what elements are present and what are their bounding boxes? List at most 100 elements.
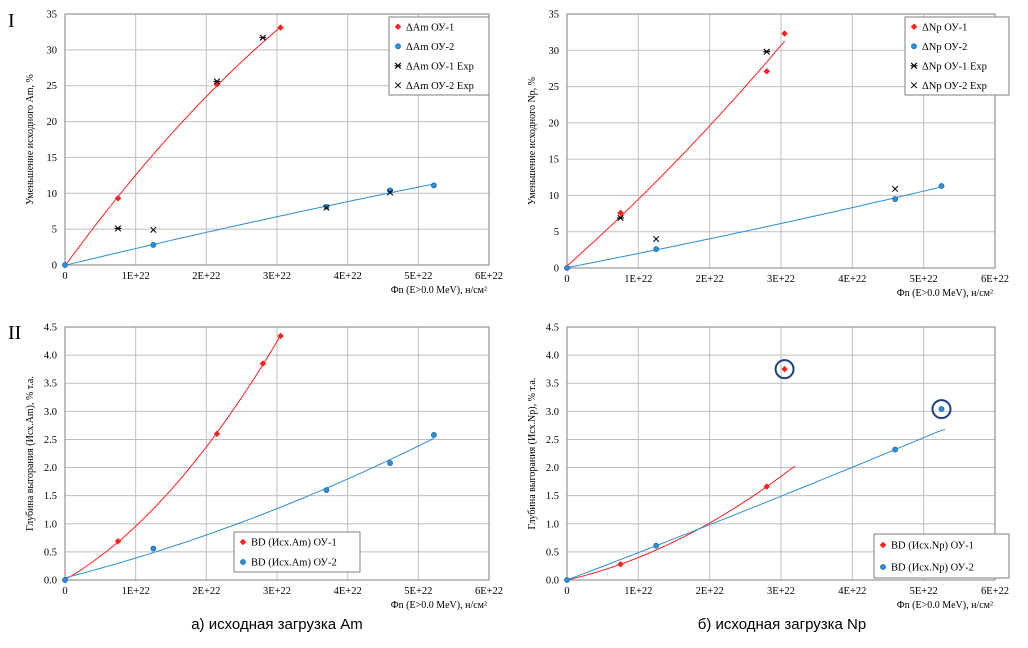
x-tick-label: 2E+22 [192, 271, 220, 282]
x-tick-label: 5E+22 [404, 586, 432, 597]
y-tick-label: 1.5 [44, 491, 57, 502]
y-tick-label: 0.0 [546, 576, 559, 587]
plot-frame [566, 13, 996, 269]
data-point [150, 242, 157, 248]
data-point [781, 30, 788, 37]
y-tick-label: 2.5 [44, 435, 57, 446]
y-tick-label: 25 [47, 81, 58, 92]
x-tick-label: 6E+22 [981, 274, 1009, 285]
x-tick-label: 3E+22 [263, 586, 291, 597]
fit-line [566, 428, 946, 581]
series-0 [563, 359, 796, 584]
y-axis-label: Уменьшение исходного Np, % [527, 77, 538, 205]
legend: BD (Исх.Np) ОУ-1 BD (Исх.Np) ОУ-2 [873, 533, 1010, 579]
outlier-point [781, 365, 788, 373]
x-tick-label: 3E+22 [767, 586, 795, 597]
x-tick-label: 2E+22 [696, 586, 724, 597]
series-0 [61, 24, 284, 269]
legend: ΔAm ОУ-1 ΔAm ОУ-2 ΔAm ОУ-1 Exp ΔAm ОУ-2 Exp [388, 16, 490, 96]
data-point [892, 196, 899, 202]
fit-line [64, 437, 435, 579]
data-point [564, 577, 570, 583]
y-tick-label: 4.0 [546, 351, 559, 362]
legend-label: ΔAm ОУ-1 Exp [406, 61, 474, 72]
series-1 [564, 399, 952, 583]
y-tick-label: 4.5 [44, 323, 57, 334]
legend-label: ΔAm ОУ-1 [406, 22, 454, 33]
x-tick-label: 4E+22 [334, 586, 362, 597]
y-tick-label: 1.0 [44, 519, 57, 530]
y-tick-label: 35 [47, 10, 58, 21]
plot-frame [64, 326, 490, 581]
y-tick-label: 30 [549, 46, 560, 57]
fit-line [566, 465, 796, 581]
data-point [617, 209, 624, 217]
y-tick-label: 20 [47, 117, 58, 128]
x-tick-label: 1E+22 [624, 274, 652, 285]
y-tick-label: 2.5 [546, 435, 559, 446]
fit-line [64, 26, 281, 267]
y-tick-label: 3.0 [546, 407, 559, 418]
data-point [323, 487, 330, 493]
data-point [938, 183, 945, 189]
legend-marker [394, 62, 402, 69]
legend-marker [394, 82, 402, 89]
x-tick-label: 0 [62, 271, 67, 282]
legend-label: ΔAm ОУ-2 [406, 42, 454, 53]
data-point [150, 226, 157, 234]
data-point [763, 483, 771, 491]
data-point [277, 332, 284, 340]
x-tick-label: 3E+22 [263, 271, 291, 282]
x-tick-label: 5E+22 [910, 274, 938, 285]
legend-marker [879, 541, 887, 549]
x-tick-label: 6E+22 [475, 586, 503, 597]
y-tick-label: 1.5 [546, 491, 559, 502]
data-point [430, 432, 437, 438]
data-point [763, 48, 771, 55]
data-point [277, 24, 284, 31]
legend: ΔNp ОУ-1 ΔNp ОУ-2 ΔNp ОУ-1 Exp ΔNp ОУ-2 Exp [904, 16, 1010, 96]
data-point [62, 262, 68, 268]
outlier-highlight-ring [931, 399, 952, 420]
data-point [891, 185, 899, 193]
chart-np_reduction: 0 1E+22 2E+22 3E+22 4E+22 5E+22 6E+22 0 5 10 15 20 2… [527, 10, 1010, 299]
fit-line [566, 186, 942, 269]
chart-am_burnup: 0 1E+22 2E+22 3E+22 4E+22 5E+22 6E+22 0.0 0.5 1.0… [25, 323, 503, 612]
legend-label: ΔAm ОУ-2 Exp [406, 81, 474, 92]
y-tick-label: 2.0 [44, 463, 57, 474]
y-tick-label: 5 [554, 227, 559, 238]
series-2 [617, 48, 771, 222]
legend-label: BD (Исх.Np) ОУ-2 [891, 563, 974, 574]
legend-marker [239, 538, 247, 546]
x-axis-label: Фn (E>0.0 MeV), н/см² [391, 285, 487, 296]
legend-box [873, 533, 1010, 579]
y-axis-label: Глубина выгорания (Исх.Am), % т.а. [25, 376, 36, 531]
series-3 [653, 185, 899, 243]
y-tick-label: 0.5 [546, 547, 559, 558]
y-tick-label: 30 [47, 45, 58, 56]
data-point [430, 182, 437, 189]
y-tick-label: 3.0 [44, 407, 57, 418]
data-point [62, 577, 68, 583]
y-tick-label: 20 [549, 118, 560, 129]
row-label-1: I [8, 10, 15, 32]
legend-marker [395, 43, 401, 50]
y-tick-label: 0.0 [44, 576, 57, 587]
x-tick-label: 5E+22 [910, 586, 938, 597]
y-tick-label: 10 [549, 191, 560, 202]
caption-right: б) исходная загрузка Np [697, 616, 867, 633]
x-axis-label: Фn (E>0.0 MeV), н/см² [897, 600, 993, 611]
legend-label: ΔNp ОУ-2 [922, 42, 967, 53]
legend-label: ΔNp ОУ-1 Exp [922, 61, 987, 72]
data-point [323, 204, 330, 210]
legend-box [233, 531, 361, 573]
legend-label: ΔNp ОУ-2 Exp [922, 81, 987, 92]
series-2 [114, 34, 267, 232]
data-point [114, 225, 122, 232]
data-point [259, 34, 267, 41]
y-tick-label: 15 [47, 153, 58, 164]
y-tick-label: 10 [47, 189, 58, 200]
x-tick-label: 2E+22 [696, 274, 724, 285]
y-tick-label: 35 [549, 10, 560, 21]
series-0 [563, 30, 788, 272]
